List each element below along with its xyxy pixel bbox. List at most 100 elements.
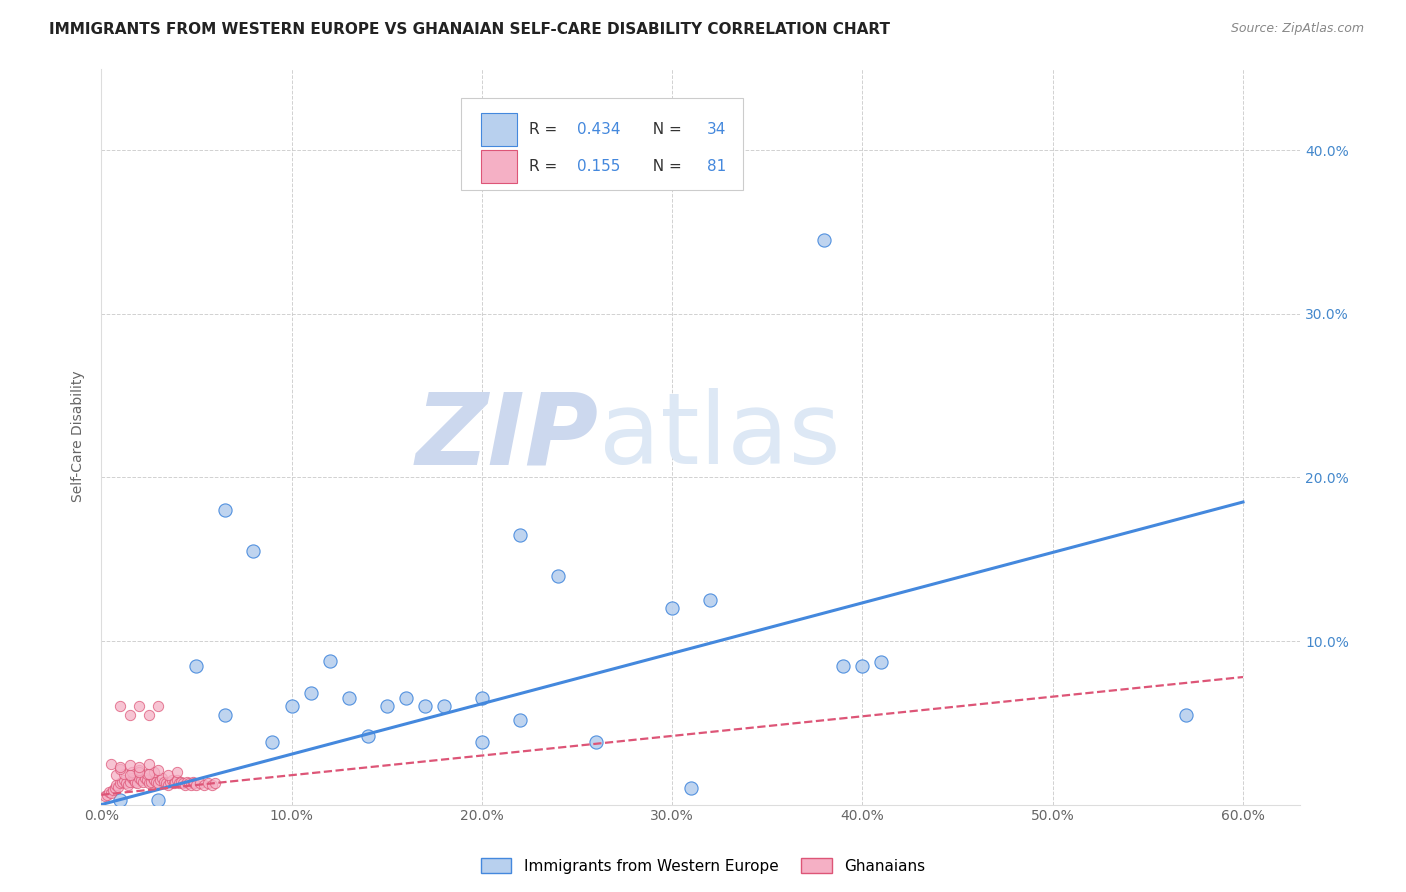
- Point: [105, 778, 128, 792]
- Point: [318, 654, 340, 668]
- Point: [132, 774, 155, 789]
- Point: [111, 774, 134, 789]
- Point: [148, 776, 170, 790]
- Point: [110, 762, 132, 776]
- Point: [375, 699, 398, 714]
- Point: [166, 773, 188, 788]
- Point: [186, 658, 208, 673]
- Point: [471, 735, 494, 749]
- Point: [681, 781, 703, 796]
- Point: [101, 783, 124, 797]
- Point: [585, 735, 607, 749]
- Point: [128, 760, 150, 774]
- Point: [699, 593, 721, 607]
- Point: [280, 699, 302, 714]
- Point: [118, 768, 141, 782]
- Point: [138, 707, 160, 722]
- Point: [180, 778, 202, 792]
- Point: [128, 764, 150, 779]
- Point: [118, 707, 141, 722]
- Y-axis label: Self-Care Disability: Self-Care Disability: [72, 371, 86, 502]
- Point: [156, 768, 179, 782]
- FancyBboxPatch shape: [461, 98, 742, 190]
- Point: [138, 766, 160, 780]
- Point: [121, 772, 143, 786]
- Text: 0.155: 0.155: [578, 159, 620, 174]
- Point: [97, 784, 120, 798]
- Point: [127, 776, 149, 790]
- Point: [110, 760, 132, 774]
- Point: [509, 713, 531, 727]
- Point: [96, 788, 118, 802]
- Point: [156, 778, 179, 792]
- Bar: [481, 113, 517, 146]
- Point: [100, 786, 122, 800]
- Point: [159, 774, 181, 789]
- Point: [832, 658, 855, 673]
- Point: [214, 503, 236, 517]
- Text: 0.434: 0.434: [578, 122, 620, 137]
- Point: [139, 774, 162, 789]
- Point: [129, 773, 152, 788]
- Point: [145, 774, 167, 789]
- Text: N =: N =: [643, 159, 686, 174]
- Point: [160, 773, 183, 788]
- Point: [134, 772, 156, 786]
- Point: [135, 773, 157, 788]
- Point: [204, 776, 226, 790]
- Point: [242, 544, 264, 558]
- Point: [107, 780, 129, 794]
- Point: [103, 781, 125, 796]
- Point: [149, 773, 172, 788]
- Point: [118, 774, 141, 789]
- Point: [128, 764, 150, 778]
- Point: [142, 772, 165, 786]
- Point: [299, 686, 322, 700]
- Point: [181, 774, 204, 789]
- Point: [176, 774, 198, 789]
- Text: atlas: atlas: [599, 388, 841, 485]
- Point: [110, 776, 132, 790]
- Point: [112, 766, 135, 780]
- Point: [166, 764, 188, 779]
- Point: [128, 699, 150, 714]
- Point: [547, 568, 569, 582]
- Point: [413, 699, 436, 714]
- Point: [193, 778, 215, 792]
- Point: [165, 774, 187, 789]
- Point: [167, 776, 190, 790]
- Point: [813, 233, 835, 247]
- Point: [148, 699, 170, 714]
- Point: [138, 776, 160, 790]
- Point: [172, 776, 194, 790]
- Point: [170, 774, 193, 789]
- Point: [110, 793, 132, 807]
- Text: IMMIGRANTS FROM WESTERN EUROPE VS GHANAIAN SELF-CARE DISABILITY CORRELATION CHAR: IMMIGRANTS FROM WESTERN EUROPE VS GHANAI…: [49, 22, 890, 37]
- Point: [661, 601, 683, 615]
- Point: [105, 768, 128, 782]
- Point: [509, 527, 531, 541]
- Point: [148, 793, 170, 807]
- Point: [121, 764, 143, 779]
- Point: [214, 707, 236, 722]
- Point: [471, 691, 494, 706]
- Point: [356, 729, 378, 743]
- Point: [143, 773, 166, 788]
- Point: [148, 764, 170, 778]
- Point: [94, 789, 117, 804]
- Legend: Immigrants from Western Europe, Ghanaians: Immigrants from Western Europe, Ghanaian…: [475, 852, 931, 880]
- Point: [870, 655, 893, 669]
- Point: [337, 691, 360, 706]
- Point: [143, 764, 166, 779]
- Point: [150, 772, 173, 786]
- Text: R =: R =: [529, 122, 562, 137]
- Point: [153, 774, 176, 789]
- Text: 81: 81: [707, 159, 725, 174]
- Point: [186, 778, 208, 792]
- Point: [183, 776, 205, 790]
- Point: [124, 774, 146, 789]
- Point: [197, 776, 219, 790]
- Text: 34: 34: [707, 122, 725, 137]
- Point: [1174, 707, 1197, 722]
- Point: [138, 756, 160, 771]
